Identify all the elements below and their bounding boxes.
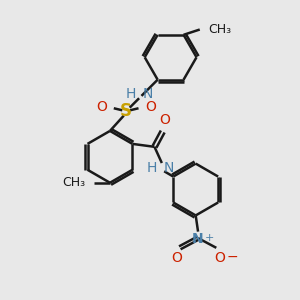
Text: +: + <box>205 233 214 243</box>
Text: H: H <box>126 87 136 101</box>
Text: O: O <box>160 113 170 127</box>
Text: O: O <box>171 251 182 265</box>
Text: O: O <box>96 100 107 114</box>
Text: CH₃: CH₃ <box>62 176 85 189</box>
Text: H: H <box>146 161 157 175</box>
Text: N: N <box>192 232 204 246</box>
Text: O: O <box>214 251 225 265</box>
Text: −: − <box>226 250 238 264</box>
Text: N: N <box>163 161 174 175</box>
Text: S: S <box>120 102 132 120</box>
Text: CH₃: CH₃ <box>208 23 231 36</box>
Text: N: N <box>143 87 153 101</box>
Text: O: O <box>145 100 156 114</box>
